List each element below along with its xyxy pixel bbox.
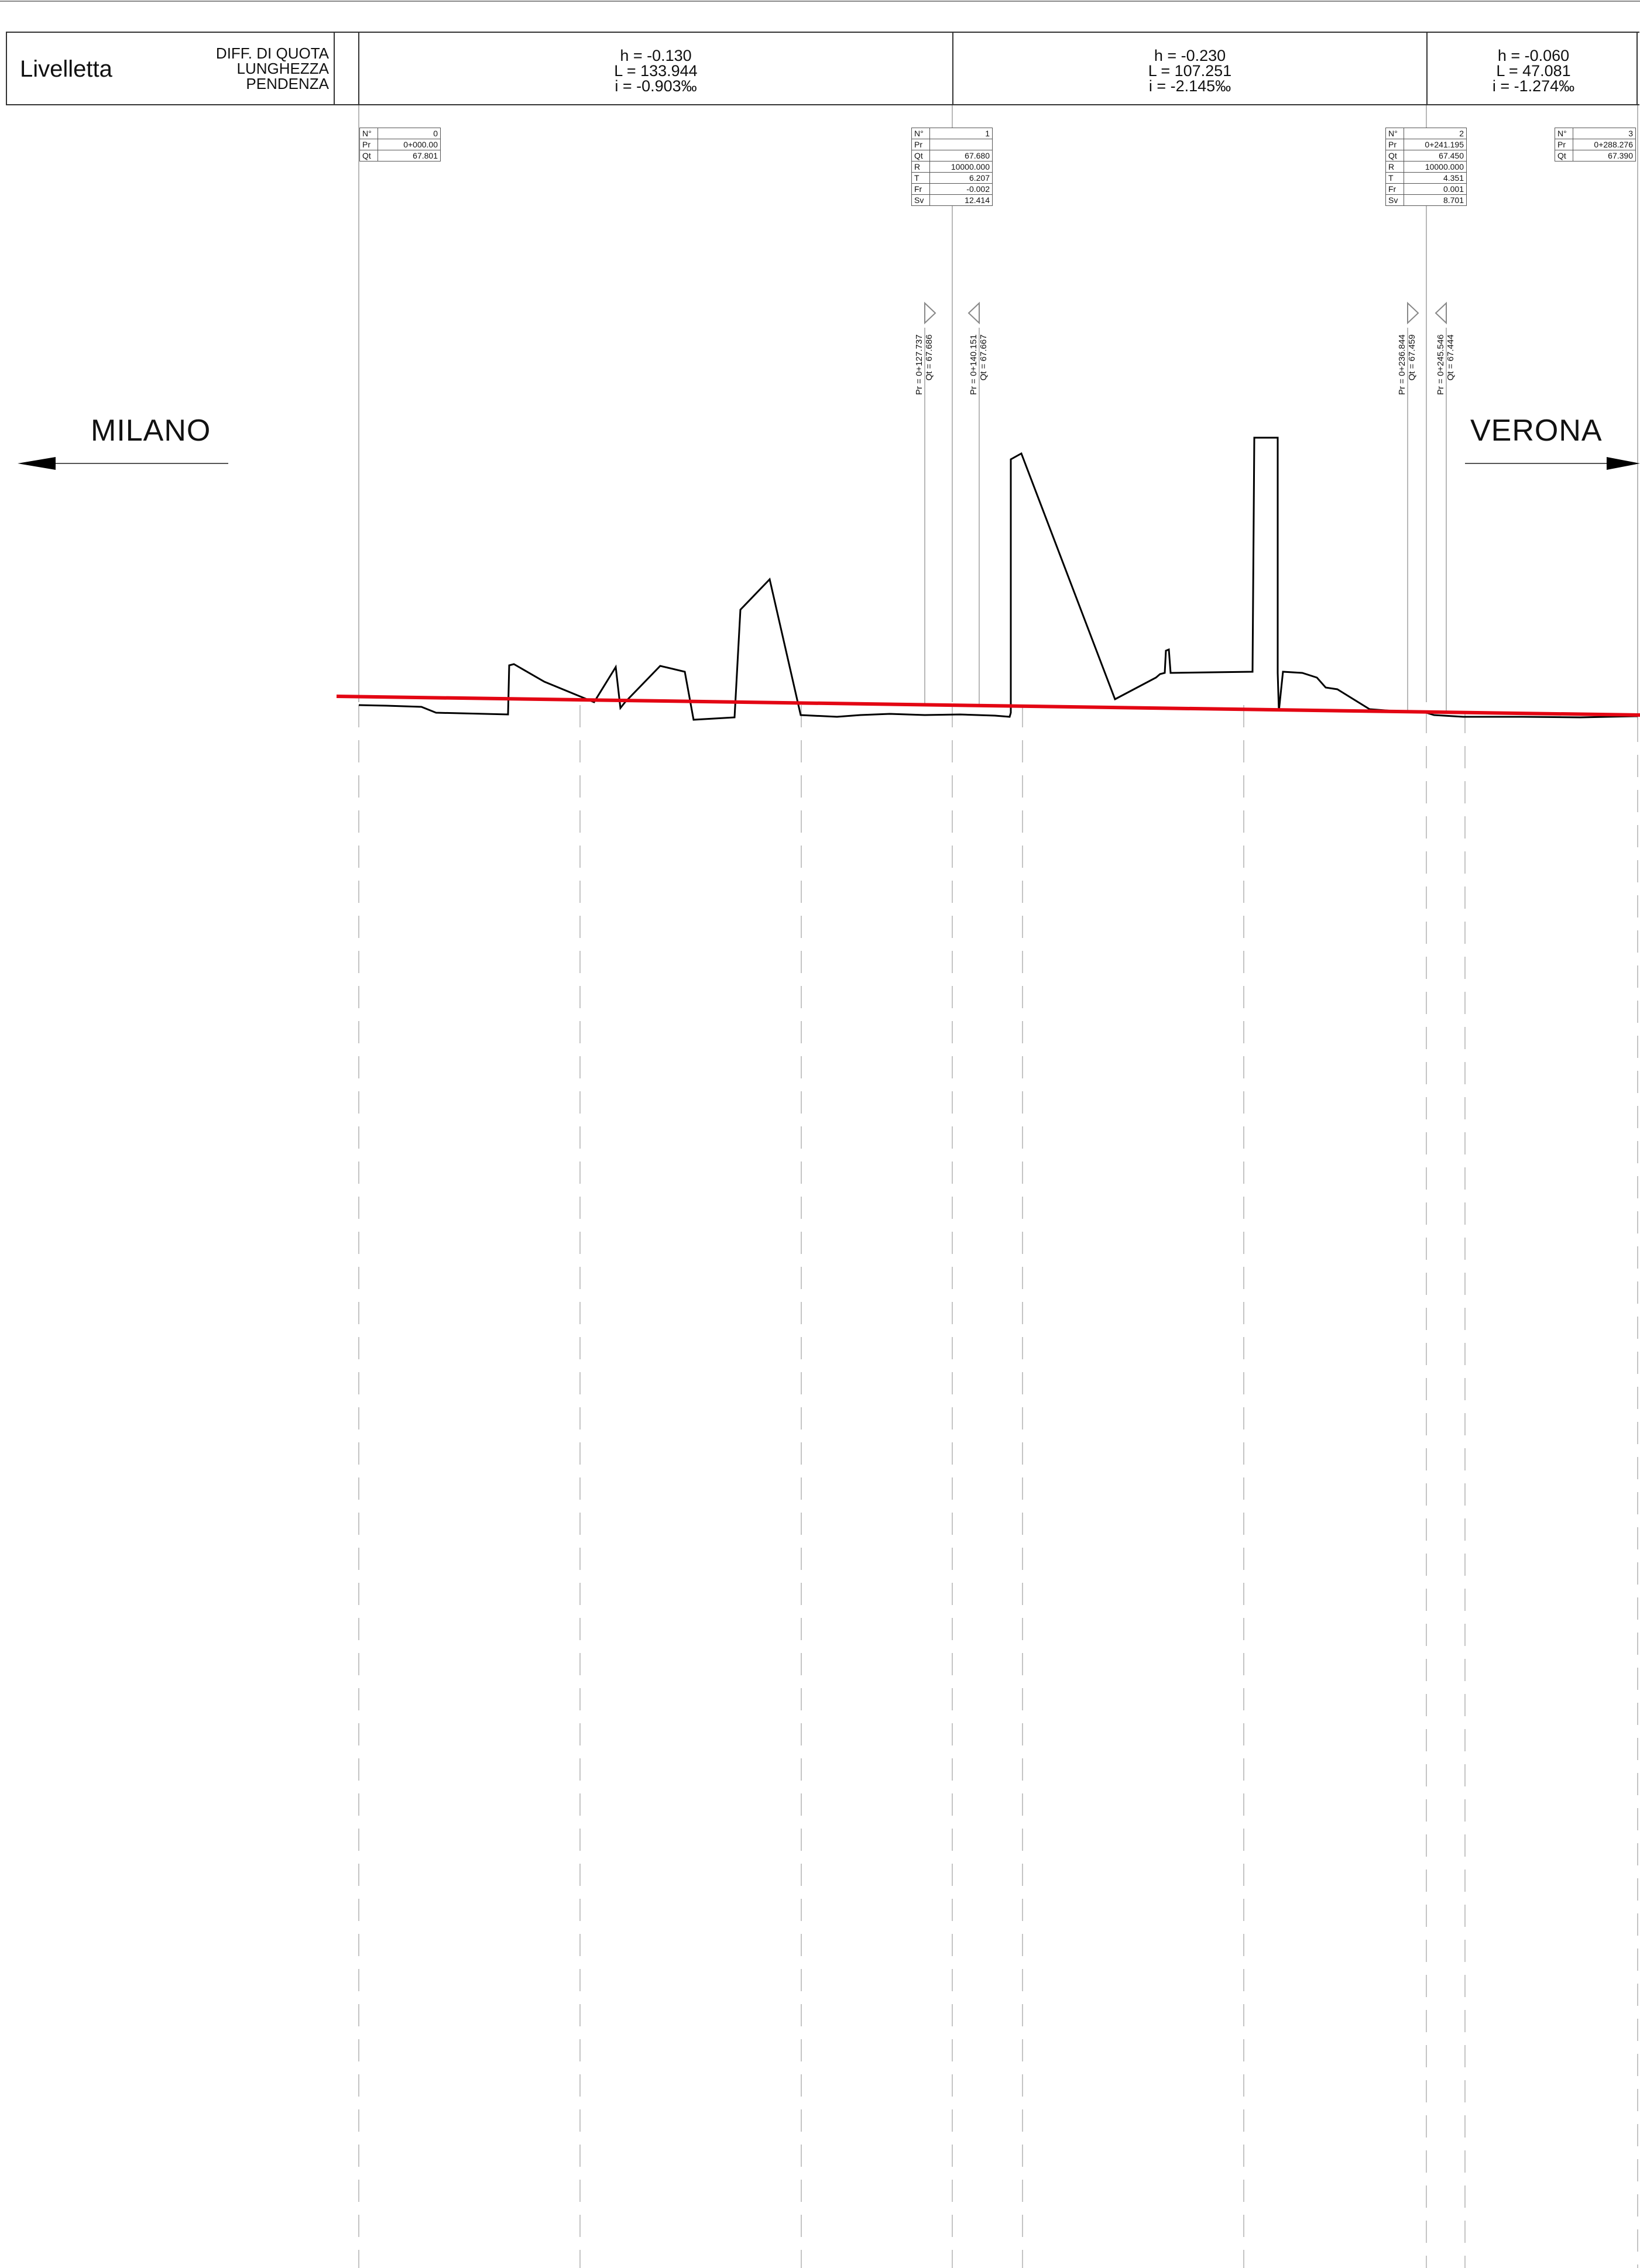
table-row: N° 1 [911,128,993,139]
arrow-left-icon [18,457,228,470]
tangent-label-1: Pr = 0+127.737 Qt = 67.686 [914,335,934,395]
table-row: Sv 12.414 [911,194,993,206]
table-row: Sv 8.701 [1385,194,1467,206]
arrow-right-icon [1465,457,1640,470]
table-row: N° 2 [1385,128,1467,139]
table-row: T 4.351 [1385,172,1467,184]
tangent-2-qt: Qt = 67.667 [979,334,989,381]
vertex-table-0: N° 0 Pr 0+000.00 Qt 67.801 [359,128,441,161]
segment-1-i: i = -0.903‰ [615,77,697,95]
tangent-start-icon [1407,301,1419,325]
tangent-4-qt: Qt = 67.444 [1446,334,1456,381]
tangent-label-4: Pr = 0+245.546 Qt = 67.444 [1436,335,1456,395]
segment-3-l: L = 47.081 [1496,62,1571,80]
tangent-end-icon [1435,301,1447,325]
direction-right-label: VERONA [1470,414,1603,448]
header-label-cell: Livelletta DIFF. DI QUOTA LUNGHEZZA PEND… [6,32,335,105]
segment-cell-2: h = -0.230 L = 107.251 i = -2.145‰ [952,32,1428,105]
tangent-4-pr: Pr = 0+245.546 [1436,334,1446,395]
segment-2-h: h = -0.230 [1154,47,1226,64]
vertex-table-3: N° 3 Pr 0+288.276 Qt 67.390 [1555,128,1636,161]
table-row: Fr -0.002 [911,183,993,195]
table-row: Qt 67.680 [911,150,993,161]
tangent-3-qt: Qt = 67.459 [1407,334,1417,381]
label-pendenza: PENDENZA [246,75,329,92]
vertex-table-2: N° 2 Pr 0+241.195 Qt 67.450 R 10000.000 T 4.3… [1385,128,1467,206]
table-row: Pr 0+000.00 [359,139,441,150]
vertex-table-1: N° 1 Pr Qt 67.680 R 10000.000 T 6.207 Fr -0.0… [911,128,993,206]
header-right-divider [1636,32,1638,105]
segment-1-h: h = -0.130 [620,47,692,64]
label-diff-quota: DIFF. DI QUOTA [215,44,329,62]
row-labels: DIFF. DI QUOTA LUNGHEZZA PENDENZA [216,46,329,91]
direction-left-label: MILANO [91,414,211,448]
table-row: N° 3 [1555,128,1636,139]
segment-1-l: L = 133.944 [614,62,698,80]
segment-2-i: i = -2.145‰ [1148,77,1231,95]
header-spacer-cell [334,32,359,105]
livelletta-title: Livelletta [20,56,112,82]
segment-cell-1: h = -0.130 L = 133.944 i = -0.903‰ [358,32,953,105]
tangent-markers [924,301,1447,325]
table-row: Fr 0.001 [1385,183,1467,195]
dashed-station-lines [358,705,1638,2268]
tangent-1-pr: Pr = 0+127.737 [914,334,924,395]
table-row: Qt 67.390 [1555,150,1636,161]
grade-line [336,695,1640,717]
table-row: N° 0 [359,128,441,139]
tangent-2-pr: Pr = 0+140.151 [969,334,979,395]
tangent-label-3: Pr = 0+236.844 Qt = 67.459 [1397,335,1417,395]
tangent-end-icon [967,301,980,325]
label-lunghezza: LUNGHEZZA [236,60,329,77]
table-row: T 6.207 [911,172,993,184]
segment-cell-3: h = -0.060 L = 47.081 i = -1.274‰ [1426,32,1639,105]
tangent-3-pr: Pr = 0+236.844 [1397,334,1407,395]
table-row: R 10000.000 [911,161,993,173]
tangent-start-icon [924,301,936,325]
table-row: Pr [911,139,993,150]
segment-3-h: h = -0.060 [1497,47,1570,64]
tangent-1-qt: Qt = 67.686 [924,334,934,381]
table-row: R 10000.000 [1385,161,1467,173]
segment-3-i: i = -1.274‰ [1492,77,1575,95]
terrain-profile-line [358,437,1638,721]
table-row: Pr 0+288.276 [1555,139,1636,150]
table-row: Pr 0+241.195 [1385,139,1467,150]
table-row: Qt 67.450 [1385,150,1467,161]
segment-2-l: L = 107.251 [1148,62,1232,80]
table-row: Qt 67.801 [359,150,441,161]
tangent-label-2: Pr = 0+140.151 Qt = 67.667 [969,335,989,395]
